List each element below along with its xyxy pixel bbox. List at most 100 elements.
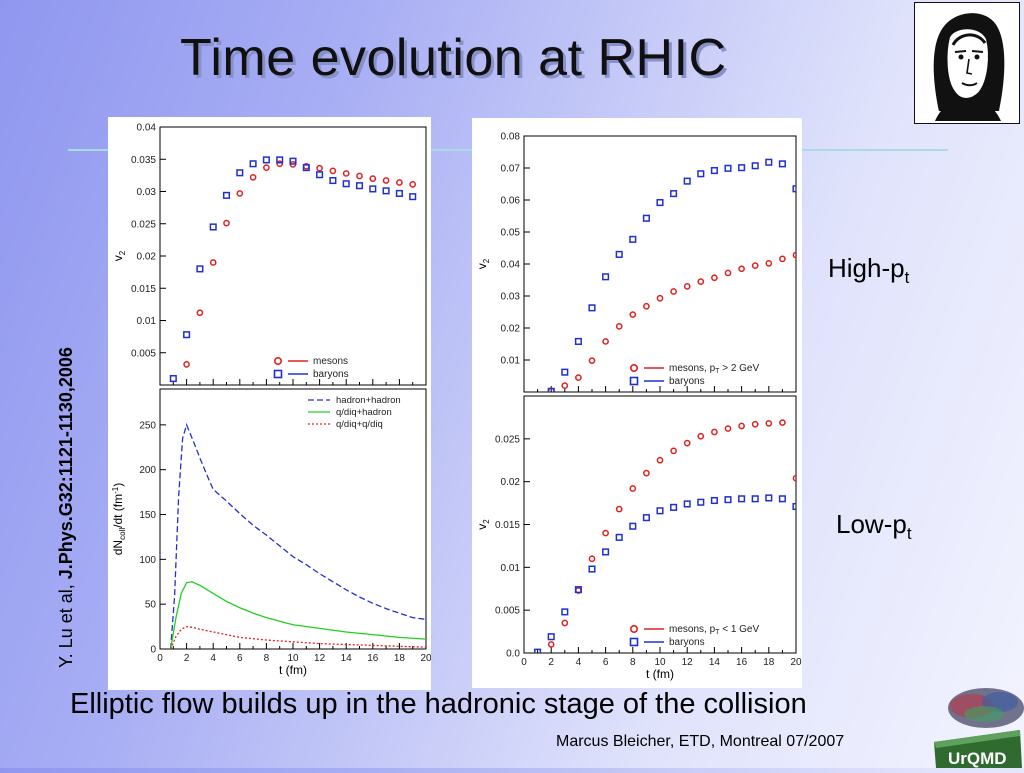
series-0 bbox=[183, 160, 417, 368]
data-point bbox=[724, 496, 732, 504]
legend-marker bbox=[274, 357, 283, 366]
data-point bbox=[342, 180, 350, 188]
data-point bbox=[683, 177, 691, 185]
chart-right-top: 0.01 0.02 0.03 0.04 0.05 0.06 0.07 0.08 v2 mesons… bbox=[475, 132, 797, 393]
high-pt-text: High-p bbox=[828, 253, 905, 283]
data-point bbox=[643, 469, 650, 477]
data-point bbox=[697, 278, 705, 285]
legend-label: mesons bbox=[313, 356, 348, 367]
x-tick-label: 16 bbox=[367, 653, 379, 664]
legend-marker bbox=[273, 369, 283, 379]
data-point bbox=[697, 170, 705, 178]
y-tick-label: 0.08 bbox=[501, 132, 521, 143]
data-point bbox=[779, 419, 786, 426]
data-point bbox=[629, 485, 637, 492]
y-axis-label: v2 bbox=[475, 258, 491, 269]
data-point bbox=[183, 361, 190, 368]
y-tick-label: 0.05 bbox=[501, 228, 521, 239]
y-tick-label: 0.0 bbox=[506, 649, 520, 660]
data-point bbox=[602, 338, 609, 345]
x-tick-label: 6 bbox=[237, 653, 243, 664]
data-point bbox=[588, 357, 596, 364]
data-point bbox=[615, 533, 623, 541]
data-point bbox=[369, 185, 377, 193]
legend-label: hadron+hadron bbox=[336, 395, 401, 406]
data-point bbox=[629, 311, 637, 318]
plot-frame bbox=[523, 135, 797, 393]
data-point bbox=[751, 162, 759, 170]
high-pt-sub: t bbox=[904, 268, 910, 288]
data-point bbox=[697, 498, 705, 506]
data-point bbox=[765, 494, 773, 502]
y-tick-label: 250 bbox=[139, 420, 156, 431]
data-point bbox=[209, 259, 217, 266]
data-point bbox=[169, 375, 177, 383]
data-point bbox=[575, 374, 582, 381]
legend-label: baryons bbox=[313, 369, 349, 380]
data-point bbox=[263, 164, 270, 171]
low-pt-sub: t bbox=[906, 524, 912, 544]
data-point bbox=[561, 619, 569, 627]
series-1 bbox=[169, 581, 426, 649]
legend-label: baryons bbox=[669, 637, 705, 648]
plot-frame bbox=[159, 126, 427, 386]
data-point bbox=[547, 387, 555, 392]
data-point bbox=[670, 503, 678, 511]
data-point bbox=[249, 173, 257, 181]
reference-prefix: Y. Lu et al, bbox=[56, 579, 76, 668]
data-point bbox=[643, 302, 650, 310]
data-point bbox=[316, 164, 323, 172]
legend: mesons baryons bbox=[273, 356, 349, 380]
legend-label: baryons bbox=[669, 376, 705, 387]
legend-label: mesons, pT > 2 GeV bbox=[669, 363, 759, 375]
y-tick-label: 0 bbox=[150, 645, 156, 656]
title-rule-mid bbox=[430, 149, 472, 151]
data-point bbox=[574, 586, 582, 594]
x-axis-label: t (fm) bbox=[646, 667, 674, 681]
data-point bbox=[710, 496, 718, 505]
legend-marker bbox=[629, 637, 639, 647]
series-2 bbox=[170, 625, 426, 649]
data-point bbox=[656, 507, 664, 515]
low-pt-label: Low-pt bbox=[836, 509, 912, 544]
legend-marker bbox=[630, 624, 639, 633]
y-tick-label: 0.06 bbox=[501, 196, 521, 207]
data-point bbox=[262, 156, 270, 164]
data-point bbox=[236, 190, 244, 197]
data-point bbox=[738, 495, 746, 503]
data-point bbox=[588, 304, 596, 312]
x-tick-label: 8 bbox=[630, 657, 636, 668]
y-axis-label: v2 bbox=[475, 519, 491, 530]
data-point bbox=[602, 548, 610, 556]
data-point bbox=[711, 428, 718, 436]
slide-caption: Elliptic flow builds up in the hadronic … bbox=[70, 688, 807, 720]
data-point bbox=[670, 288, 677, 295]
data-point bbox=[396, 179, 403, 186]
y-tick-label: 200 bbox=[139, 465, 156, 476]
x-tick-label: 18 bbox=[763, 657, 775, 668]
legend-label: q/diq+q/diq bbox=[336, 419, 383, 430]
series-1 bbox=[547, 158, 796, 392]
data-point bbox=[792, 502, 796, 511]
y-tick-label: 0.035 bbox=[131, 155, 156, 166]
x-tick-label: 0 bbox=[521, 657, 527, 668]
data-point bbox=[196, 309, 204, 317]
x-tick-label: 12 bbox=[314, 653, 326, 664]
data-point bbox=[792, 185, 796, 193]
data-point bbox=[602, 529, 609, 537]
data-point bbox=[724, 164, 732, 172]
x-tick-label: 14 bbox=[341, 653, 353, 664]
legend-marker bbox=[630, 364, 639, 373]
series-1 bbox=[534, 494, 796, 653]
data-point bbox=[642, 514, 650, 522]
data-point bbox=[724, 269, 732, 277]
y-tick-label: 0.025 bbox=[131, 219, 156, 230]
data-point bbox=[656, 294, 664, 302]
data-point bbox=[249, 160, 257, 168]
x-tick-label: 10 bbox=[287, 653, 299, 664]
x-tick-label: 2 bbox=[184, 653, 190, 664]
y-tick-label: 0.02 bbox=[137, 252, 157, 263]
y-tick-label: 0.025 bbox=[495, 434, 520, 445]
y-axis-label: dNcoll/dt (fm-1) bbox=[111, 483, 127, 556]
